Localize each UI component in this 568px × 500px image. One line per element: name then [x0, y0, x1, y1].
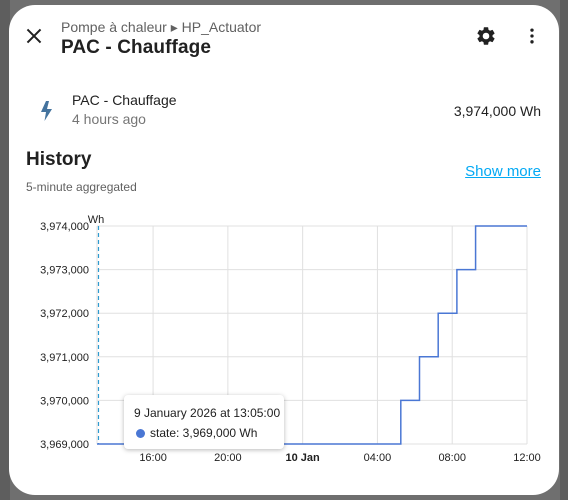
close-button[interactable]	[14, 16, 54, 56]
gear-icon	[477, 27, 495, 45]
y-tick-label: 3,972,000	[40, 308, 89, 320]
y-tick-label: 3,974,000	[40, 221, 89, 233]
x-tick-label: 12:00	[513, 452, 541, 464]
more-vertical-icon	[530, 28, 534, 44]
y-axis-unit: Wh	[88, 214, 105, 226]
chart-grid	[96, 225, 528, 445]
y-tick-label: 3,973,000	[40, 265, 89, 277]
backdrop-right	[560, 0, 568, 500]
breadcrumb[interactable]: Pompe à chaleur ▸ HP_Actuator	[61, 19, 262, 35]
x-tick-label: 08:00	[438, 452, 466, 464]
settings-button[interactable]	[466, 16, 506, 56]
tooltip-series-dot	[136, 429, 145, 438]
x-axis-labels: 16:00 20:00 10 Jan 04:00 08:00 12:00	[139, 452, 540, 464]
chart-tooltip: 9 January 2026 at 13:05:00 state: 3,969,…	[124, 395, 284, 449]
y-tick-label: 3,971,000	[40, 352, 89, 364]
entity-name: PAC - Chauffage	[72, 92, 177, 108]
x-tick-label: 16:00	[139, 452, 167, 464]
dialog-title: PAC - Chauffage	[61, 37, 211, 58]
y-axis-labels: 3,969,000 3,970,000 3,971,000 3,972,000 3,97…	[40, 221, 89, 451]
history-subtitle: 5-minute aggregated	[26, 180, 137, 194]
more-options-button[interactable]	[512, 16, 552, 56]
backdrop-left	[0, 0, 10, 500]
y-tick-label: 3,970,000	[40, 395, 89, 407]
x-tick-label: 04:00	[364, 452, 392, 464]
close-icon	[26, 28, 42, 44]
x-tick-label: 10 Jan	[286, 452, 321, 464]
lightning-bolt-icon	[41, 101, 52, 121]
state-row: PAC - Chauffage 4 hours ago 3,974,000 Wh	[9, 83, 559, 143]
state-value: 3,974,000 Wh	[453, 103, 541, 119]
more-info-dialog: Pompe à chaleur ▸ HP_Actuator PAC - Chau…	[9, 5, 559, 495]
last-changed: 4 hours ago	[72, 111, 146, 127]
history-title: History	[26, 149, 92, 170]
history-chart[interactable]: 3,969,000 3,970,000 3,971,000 3,972,000 3,97…	[9, 205, 559, 470]
tooltip-date: 9 January 2026 at 13:05:00	[134, 406, 281, 420]
show-more-link[interactable]: Show more	[465, 163, 541, 180]
dialog-header: Pompe à chaleur ▸ HP_Actuator PAC - Chau…	[9, 5, 559, 75]
x-tick-label: 20:00	[214, 452, 242, 464]
y-tick-label: 3,969,000	[40, 439, 89, 451]
tooltip-state: state: 3,969,000 Wh	[150, 426, 258, 440]
